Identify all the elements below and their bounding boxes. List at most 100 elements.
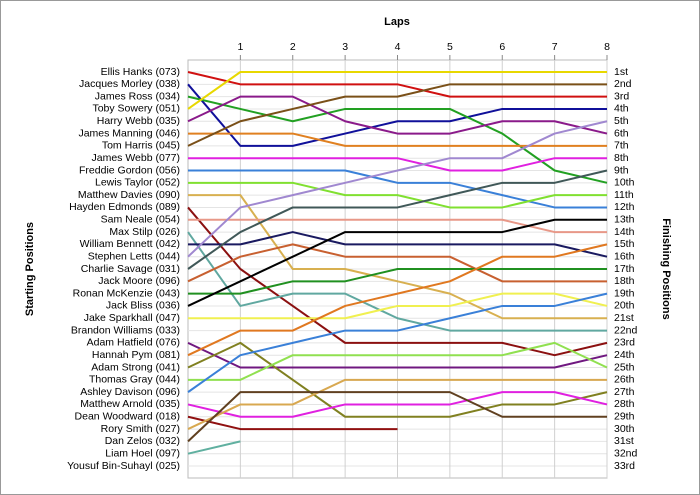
series-label: William Bennett (042) <box>80 238 180 250</box>
y-tick-label: 20th <box>614 300 635 312</box>
y-tick-label: 32nd <box>614 447 638 459</box>
series-line <box>187 415 398 431</box>
y-tick-label: 1st <box>614 66 628 78</box>
y-tick-label: 16th <box>614 250 635 262</box>
series-label: Adam Hatfield (076) <box>87 337 180 349</box>
series-label: Harry Webb (035) <box>97 115 180 127</box>
series-label: Dan Zelos (032) <box>105 435 180 447</box>
series-line <box>187 169 608 270</box>
series-line <box>188 181 607 209</box>
y-tick-label: 29th <box>614 411 635 423</box>
x-tick-label: 8 <box>604 41 610 53</box>
series-label: James Ross (034) <box>95 90 180 102</box>
series-label: Jake Sparkhall (047) <box>84 312 180 324</box>
series-label: Ashley Davison (096) <box>80 386 180 398</box>
series-label: Ellis Hanks (073) <box>101 66 180 78</box>
series-line <box>187 83 607 147</box>
x-tick-label: 6 <box>499 41 505 53</box>
series-line <box>187 243 608 357</box>
series-line <box>187 292 608 393</box>
y-tick-label: 21st <box>614 312 634 324</box>
y-tick-label: 12th <box>614 201 635 213</box>
series-line <box>187 83 607 147</box>
y-tick-label: 10th <box>614 177 635 189</box>
y-tick-label: 4th <box>614 103 629 115</box>
series-label: Stephen Letts (044) <box>88 250 180 262</box>
series-label: Brandon Williams (033) <box>71 324 180 336</box>
x-tick-label: 5 <box>447 41 453 53</box>
y-tick-label: 7th <box>614 140 629 152</box>
series-line <box>188 169 607 209</box>
series-label: Thomas Gray (044) <box>89 374 180 386</box>
series-label: Liam Hoel (097) <box>105 447 180 459</box>
y-tick-label: 28th <box>614 398 635 410</box>
series-label: Lewis Taylor (052) <box>95 177 180 189</box>
series-line <box>187 206 608 357</box>
y-tick-label: 15th <box>614 238 635 250</box>
y-tick-label: 33rd <box>614 460 635 472</box>
series-line <box>187 341 608 369</box>
y-tick-label: 14th <box>614 226 635 238</box>
series-label: Rory Smith (027) <box>101 423 180 435</box>
series-line <box>188 292 608 320</box>
series-line <box>187 95 608 135</box>
series-label: Hannah Pym (081) <box>92 349 180 361</box>
x-tick-label: 4 <box>395 41 401 53</box>
y-tick-label: 17th <box>614 263 635 275</box>
series-line <box>187 391 607 443</box>
series-line <box>187 243 607 283</box>
y-tick-label: 13th <box>614 214 635 226</box>
series-label: James Webb (077) <box>91 152 180 164</box>
series-line <box>188 231 608 258</box>
y-tick-label: 2nd <box>614 78 632 90</box>
series-label: Yousuf Bin-Suhayl (025) <box>67 460 180 472</box>
x-tick-label: 3 <box>342 41 348 53</box>
series-label: Toby Sowery (051) <box>92 103 180 115</box>
y-tick-label: 30th <box>614 423 635 435</box>
series-label: Max Stilp (026) <box>109 226 180 238</box>
y-tick-label: 9th <box>614 164 629 176</box>
series-line <box>187 120 608 258</box>
y-tick-label: 24th <box>614 349 635 361</box>
y-tick-label: 31st <box>614 435 634 447</box>
series-line <box>187 440 241 455</box>
x-axis-title: Laps <box>384 16 410 28</box>
series-label: Tom Harris (045) <box>102 140 180 152</box>
y-tick-label: 11th <box>614 189 634 201</box>
x-tick-label: 7 <box>552 41 558 53</box>
series-label: Ronan McKenzie (043) <box>73 287 180 299</box>
series-label: Adam Strong (041) <box>91 361 180 373</box>
y-tick-label: 3rd <box>614 90 629 102</box>
series-label: Matthew Davies (090) <box>78 189 180 201</box>
series-label: Jack Moore (096) <box>98 275 180 287</box>
series-line <box>188 341 608 381</box>
series-line <box>187 71 607 110</box>
series-line <box>187 391 608 418</box>
y-tick-label: 23rd <box>614 337 635 349</box>
series-line <box>188 268 607 295</box>
series-label: Jacques Morley (038) <box>79 78 180 90</box>
y-tick-label: 27th <box>614 386 635 398</box>
series-label: Freddie Gordon (056) <box>79 164 180 176</box>
series-label: James Manning (046) <box>78 127 180 139</box>
y-tick-label: 19th <box>614 287 635 299</box>
series-label: Sam Neale (054) <box>101 214 180 226</box>
y-axis-title: Starting Positions <box>24 222 36 316</box>
x-tick-label: 2 <box>290 41 296 53</box>
series-line <box>187 71 607 98</box>
series-line <box>187 378 607 430</box>
series-label: Hayden Edmonds (089) <box>69 201 180 213</box>
series-line <box>188 218 607 234</box>
y2-axis-title: Finishing Positions <box>660 218 672 319</box>
series-label: Charlie Savage (031) <box>81 263 180 275</box>
series-line <box>188 157 607 172</box>
y-tick-label: 18th <box>614 275 635 287</box>
series-line <box>187 95 608 184</box>
y-tick-label: 6th <box>614 127 629 139</box>
series-label: Jack Bliss (036) <box>106 300 180 312</box>
series-line <box>188 132 607 147</box>
series-label: Dean Woodward (018) <box>75 411 180 423</box>
x-tick-label: 1 <box>237 41 243 53</box>
y-tick-label: 25th <box>614 361 635 373</box>
